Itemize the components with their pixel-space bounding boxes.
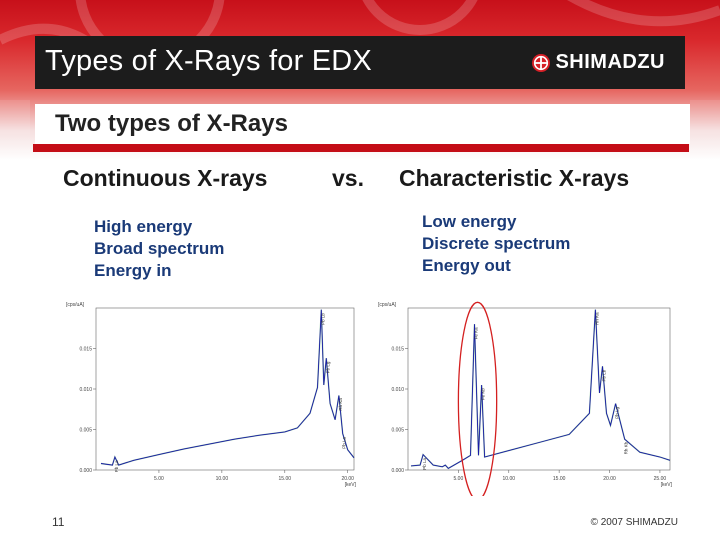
peak-label: Rh Ka [594, 312, 599, 325]
y-tick-label: 0.000 [391, 468, 404, 474]
x-tick-label: 15.00 [279, 476, 292, 482]
continuous-spectrum-plot: 0.000 0.005 0.010 0.015 [cps/uA] 5.00 10.00 15.… [66, 302, 357, 488]
y-tick-label: 0.010 [391, 387, 404, 393]
peak-label: Pb La [342, 436, 347, 448]
y-tick-label: 0.015 [79, 347, 92, 353]
x-tick-label: 10.00 [503, 476, 516, 482]
peak-label: Pb La [114, 460, 119, 472]
slide-subtitle: Two types of X-Rays [55, 110, 288, 137]
peak-label: Rh Kb [624, 441, 629, 454]
x-tick-label: 10.00 [216, 476, 229, 482]
characteristic-property: Discrete spectrum [422, 234, 571, 253]
continuous-spectrum-chart: 0.000 0.005 0.010 0.015 [cps/uA] 5.00 10.00 15.… [58, 294, 368, 501]
y-tick-label: 0.000 [79, 468, 92, 474]
peak-label: Pb Lb [601, 369, 606, 381]
characteristic-property: Low energy [422, 212, 517, 231]
plot-frame [95, 307, 355, 471]
continuous-property: Broad spectrum [94, 239, 225, 258]
slide-title: Types of X-Rays for EDX [45, 45, 372, 77]
characteristic-heading: Characteristic X-rays [399, 165, 630, 191]
continuous-heading: Continuous X-rays [63, 165, 268, 191]
versus-label: vs. [332, 165, 364, 191]
peak-label: Rh Ka [338, 398, 343, 411]
peak-label: Pb Lg [615, 407, 620, 419]
x-tick-label: 20.00 [603, 476, 616, 482]
peak-label: Pb Lb [320, 313, 325, 325]
y-axis-label: [cps/uA] [378, 302, 397, 308]
characteristic-property: Energy out [422, 256, 511, 275]
y-tick-label: 0.010 [79, 387, 92, 393]
peak-label: Fe Ka [474, 327, 479, 340]
plot-frame [407, 307, 671, 471]
peak-label: Pb La [422, 458, 427, 470]
y-tick-label: 0.015 [391, 347, 404, 353]
copyright: © 2007 SHIMADZU [590, 517, 678, 528]
x-tick-label: 15.00 [553, 476, 566, 482]
spectrum-trace [410, 309, 671, 469]
y-tick-label: 0.005 [79, 428, 92, 434]
x-tick-label: 20.00 [341, 476, 354, 482]
logo-text: SHIMADZU [555, 51, 665, 73]
shimadzu-logo: SHIMADZU [531, 51, 665, 74]
page-number: 11 [52, 515, 65, 529]
x-tick-label: 5.00 [454, 476, 464, 482]
peak-label: Pb Lg [325, 361, 330, 373]
shimadzu-logo-icon [532, 53, 551, 72]
x-axis-unit: [keV] [345, 482, 357, 488]
x-axis-unit: [keV] [661, 482, 673, 488]
y-axis-label: [cps/uA] [66, 302, 85, 308]
y-tick-label: 0.005 [391, 428, 404, 434]
continuous-properties: High energy Broad spectrum Energy in [94, 216, 224, 282]
x-tick-label: 5.00 [154, 476, 164, 482]
subtitle-band: Two types of X-Rays [35, 104, 690, 144]
characteristic-spectrum-chart: 0.000 0.005 0.010 0.015 [cps/uA] 5.00 10.00 15.… [364, 294, 684, 501]
peak-label: Fe Kb [481, 388, 486, 401]
continuous-property: High energy [94, 217, 193, 236]
continuous-property: Energy in [94, 261, 172, 280]
x-tick-label: 25.00 [654, 476, 667, 482]
title-bar: Types of X-Rays for EDX SHIMADZU [35, 36, 685, 89]
spectrum-trace [100, 309, 355, 466]
characteristic-properties: Low energy Discrete spectrum Energy out [422, 211, 570, 277]
divider-rule [33, 144, 689, 152]
characteristic-spectrum-plot: 0.000 0.005 0.010 0.015 [cps/uA] 5.00 10.00 15.… [378, 301, 673, 501]
